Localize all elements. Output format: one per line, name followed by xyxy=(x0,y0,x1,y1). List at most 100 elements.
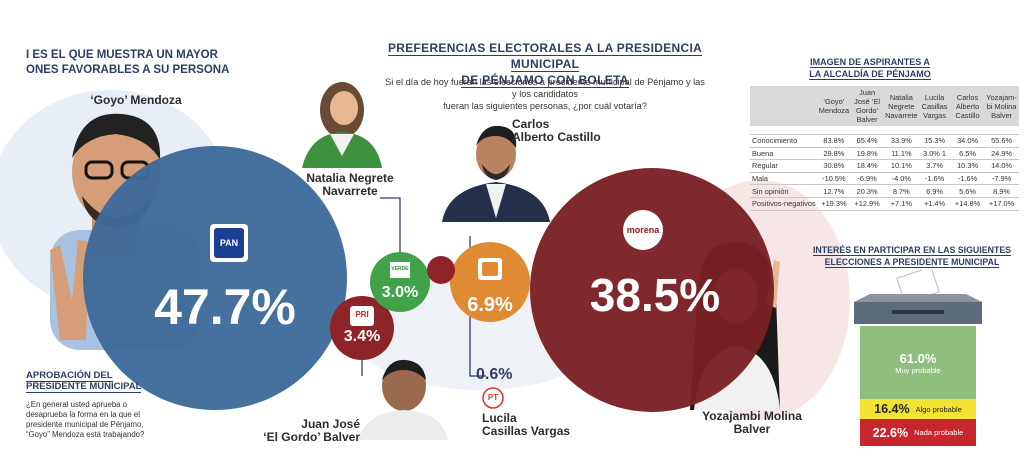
morena-logo-text: morena xyxy=(626,225,660,235)
carlos-logo xyxy=(478,258,502,280)
interest-bar-muy: 61.0% Muy probable xyxy=(860,326,976,399)
name-yozajambi-line1: Yozajambi Molina xyxy=(702,409,802,423)
approval-title-line2: PRESIDENTE MUNICIPAL xyxy=(26,381,142,393)
name-carlos-line2: Alberto Castillo xyxy=(512,130,601,144)
table-cell: Sin opinión xyxy=(750,184,818,198)
question-line1: Si el día de hoy fueran las elecciones a… xyxy=(385,77,705,99)
value-yozajambi: 38.5% xyxy=(589,269,721,321)
value-natalia: 3.0% xyxy=(381,284,419,301)
title-line1: PREFERENCIAS ELECTORALES A LA PRESIDENCI… xyxy=(387,41,703,72)
table-cell: 65.4% xyxy=(850,134,885,148)
interest-value-algo: 16.4% xyxy=(874,402,910,416)
value-juan: 3.4% xyxy=(343,328,381,345)
table-cell: +12.9% xyxy=(850,197,885,211)
name-lucila-line2: Casillas Vargas xyxy=(482,424,571,438)
name-natalia-line2: Navarrete xyxy=(322,184,378,198)
table-header-corner xyxy=(750,86,818,126)
table-cell: +1.4% xyxy=(918,197,951,211)
table-cell: +7.1% xyxy=(884,197,919,211)
table-row: Buena 29.8% 19.8% 11.1% 3.0% 1 6.5% 24.9… xyxy=(750,147,1019,161)
name-yozajambi-line2: Balver xyxy=(733,422,771,436)
table-cell: +19.3% xyxy=(817,197,851,211)
table-cell: 6.9% xyxy=(918,184,951,198)
table-cell: 10.1% xyxy=(884,159,919,173)
table-cell: 8.7% xyxy=(884,184,919,198)
table-spacer-row xyxy=(750,126,1019,135)
interest-bar-nada: 22.6% Nada probable xyxy=(860,419,976,446)
table-cell: 5.6% xyxy=(950,184,985,198)
table-header-row: ‘Goyo’ Mendoza Juan José ‘El Gordo’ Balv… xyxy=(750,86,1019,126)
juan-photo xyxy=(358,359,448,440)
image-table-title-line2: LA ALCALDÍA DE PÉNJAMO xyxy=(809,69,931,80)
table-row: Conocimiento 83.8% 65.4% 33.9% 15.3% 34.… xyxy=(750,134,1019,148)
interest-value-muy: 61.0% xyxy=(899,350,937,366)
pan-logo-text: PAN xyxy=(219,238,239,248)
table-header: Juan José ‘El Gordo’ Balver xyxy=(850,86,885,126)
interest-title: INTERÉS EN PARTICIPAR EN LAS SIGUIENTES … xyxy=(812,244,1012,268)
name-juan-line2: ‘El Gordo’ Balver xyxy=(263,430,360,444)
table-cell: 11.1% xyxy=(884,147,919,161)
table-cell: 14.0% xyxy=(984,159,1019,173)
value-lucila: 0.6% xyxy=(476,366,513,383)
value-goyo: 47.7% xyxy=(154,279,296,335)
table-cell: 20.3% xyxy=(850,184,885,198)
table-cell: Positivos-negativos xyxy=(750,197,818,211)
table-cell: +17.0% xyxy=(984,197,1019,211)
table-cell: -1.6% xyxy=(950,172,985,186)
table-cell: 15.3% xyxy=(918,134,951,148)
table-header: ‘Goyo’ Mendoza xyxy=(817,86,851,126)
image-table-title: IMAGEN DE ASPIRANTES A LA ALCALDÍA DE PÉ… xyxy=(800,56,940,80)
table-cell: 18.4% xyxy=(850,159,885,173)
table-cell: 3.0% 1 xyxy=(918,147,951,161)
table-row: Regular 30.8% 18.4% 10.1% 3.7% 10.3% 14.… xyxy=(750,159,1019,173)
natalia-photo xyxy=(302,82,382,168)
verde-logo-text: VERDE xyxy=(391,266,409,272)
name-lucila-line1: Lucila xyxy=(482,411,517,425)
table-cell: Regular xyxy=(750,159,818,173)
table-cell: 6.5% xyxy=(950,147,985,161)
table-cell: 8.9% xyxy=(984,184,1019,198)
table-cell: 10.3% xyxy=(950,159,985,173)
bubble-lucila xyxy=(427,256,455,284)
pri-logo-text: PRI xyxy=(355,310,369,319)
approval-title-line1: APROBACIÓN DEL xyxy=(26,370,113,382)
left-header-line2: ONES FAVORABLES A SU PERSONA xyxy=(26,64,230,76)
interest-label-muy: Muy probable xyxy=(895,365,941,375)
table-cell: 24.9% xyxy=(984,147,1019,161)
name-natalia: Natalia Negrete Navarrete xyxy=(300,172,400,198)
left-header: I ES EL QUE MUESTRA UN MAYOR ONES FAVORA… xyxy=(26,48,229,78)
table-row: Sin opinión 12.7% 20.3% 8.7% 6.9% 5.6% 8… xyxy=(750,184,1019,198)
morena-logo xyxy=(623,210,663,250)
table-cell: -7.9% xyxy=(984,172,1019,186)
interest-label-nada: Nada probable xyxy=(914,428,964,437)
bubble-carlos xyxy=(450,242,530,322)
name-lucila: Lucila Casillas Vargas xyxy=(482,412,570,438)
table-cell: Mala xyxy=(750,172,818,186)
table-cell: 55.6% xyxy=(984,134,1019,148)
table-header: Yozajam- bi Molina Balver xyxy=(984,86,1019,126)
interest-title-line2: ELECCIONES A PRESIDENTE MUNICIPAL xyxy=(824,257,1000,268)
table-cell: 3.7% xyxy=(918,159,951,173)
verde-logo xyxy=(390,262,410,278)
interest-title-line1: INTERÉS EN PARTICIPAR EN LAS SIGUIENTES xyxy=(812,245,1012,256)
table-cell: -6.9% xyxy=(850,172,885,186)
table-cell: Buena xyxy=(750,147,818,161)
table-cell: -4.0% xyxy=(884,172,919,186)
table-cell: 19.8% xyxy=(850,147,885,161)
left-header-line1: I ES EL QUE MUESTRA UN MAYOR xyxy=(26,49,218,61)
table-row: Mala -10.5% -6.9% -4.0% -1.6% -1.6% -7.9… xyxy=(750,172,1019,186)
table-header: Natalia Negrete Navarrete xyxy=(884,86,919,126)
table-cell: -1.6% xyxy=(918,172,951,186)
table-header: Lucila Casillas Vargas xyxy=(918,86,951,126)
pri-logo xyxy=(350,306,374,326)
question-line2: fueran las siguientes personas, ¿por cuá… xyxy=(443,101,647,111)
pan-logo xyxy=(210,224,248,262)
name-carlos-line1: Carlos xyxy=(512,117,550,131)
table-cell: 12.7% xyxy=(817,184,851,198)
bubble-goyo xyxy=(83,146,347,410)
table-cell: 30.8% xyxy=(817,159,851,173)
name-juan-line1: Juan José xyxy=(301,417,360,431)
table-cell: 83.8% xyxy=(817,134,851,148)
pt-logo xyxy=(482,387,504,409)
